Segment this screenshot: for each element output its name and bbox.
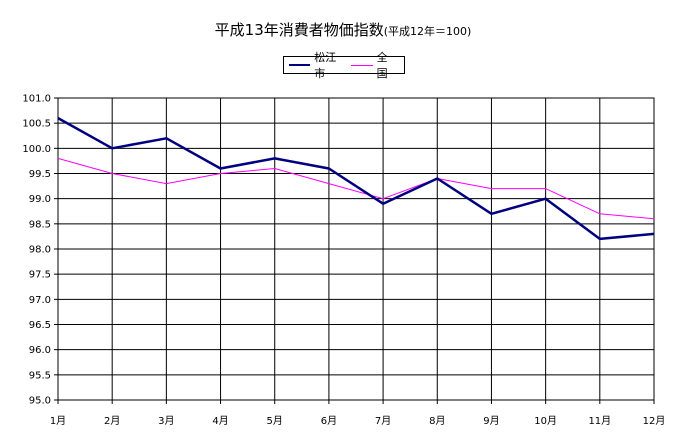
- x-tick-label: 12月: [643, 415, 666, 427]
- y-tick-label: 96.5: [29, 320, 51, 331]
- y-tick-label: 100.5: [22, 119, 51, 130]
- chart-title-main: 平成13年消費者物価指数: [214, 21, 384, 39]
- series-lines: [57, 117, 655, 241]
- x-tick-label: 7月: [375, 415, 391, 427]
- y-tick-label: 97.0: [29, 295, 51, 306]
- series-line-national: [57, 157, 655, 220]
- legend-swatch-national: [351, 64, 373, 66]
- legend-entry-matsue: 松江市: [289, 49, 343, 81]
- y-tick-label: 99.5: [29, 169, 51, 180]
- x-tick-label: 6月: [321, 415, 337, 427]
- legend: 松江市 全国: [283, 51, 405, 80]
- y-tick-label: 101.0: [22, 94, 51, 105]
- y-tick-label: 96.0: [29, 345, 51, 356]
- legend-swatch-matsue: [289, 64, 311, 66]
- y-axis-ticks: 95.0 95.5 96.0 96.5 97.0 97.5 98.0 98.5 99.0 99.5…: [22, 94, 58, 407]
- x-tick-label: 9月: [483, 415, 499, 427]
- y-tick-label: 97.5: [29, 270, 51, 281]
- legend-entry-national: 全国: [351, 49, 396, 81]
- y-tick-label: 95.0: [29, 396, 51, 407]
- x-tick-label: 2月: [104, 415, 120, 427]
- legend-label-matsue: 松江市: [314, 51, 337, 80]
- x-tick-label: 11月: [588, 415, 611, 427]
- x-tick-label: 8月: [429, 415, 445, 427]
- series-line-matsue: [57, 117, 655, 241]
- y-tick-label: 98.5: [29, 219, 51, 230]
- x-tick-label: 5月: [267, 415, 283, 427]
- x-tick-label: 1月: [50, 415, 66, 427]
- x-tick-label: 4月: [212, 415, 228, 427]
- legend-label-national: 全国: [376, 51, 388, 80]
- x-tick-label: 10月: [534, 415, 557, 427]
- y-tick-label: 95.5: [29, 370, 51, 381]
- x-tick-label: 3月: [158, 415, 174, 427]
- grid-lines: [57, 97, 655, 401]
- y-tick-label: 100.0: [22, 144, 51, 155]
- y-tick-label: 98.0: [29, 245, 51, 256]
- chart-subtitle: (平成12年＝100): [383, 25, 472, 38]
- chart-title: 平成13年消費者物価指数(平成12年＝100): [0, 20, 686, 42]
- y-tick-label: 99.0: [29, 194, 51, 205]
- x-axis-ticks: 1月 2月 3月 4月 5月 6月 7月 8月 9月 10月 11月 12月: [50, 400, 666, 427]
